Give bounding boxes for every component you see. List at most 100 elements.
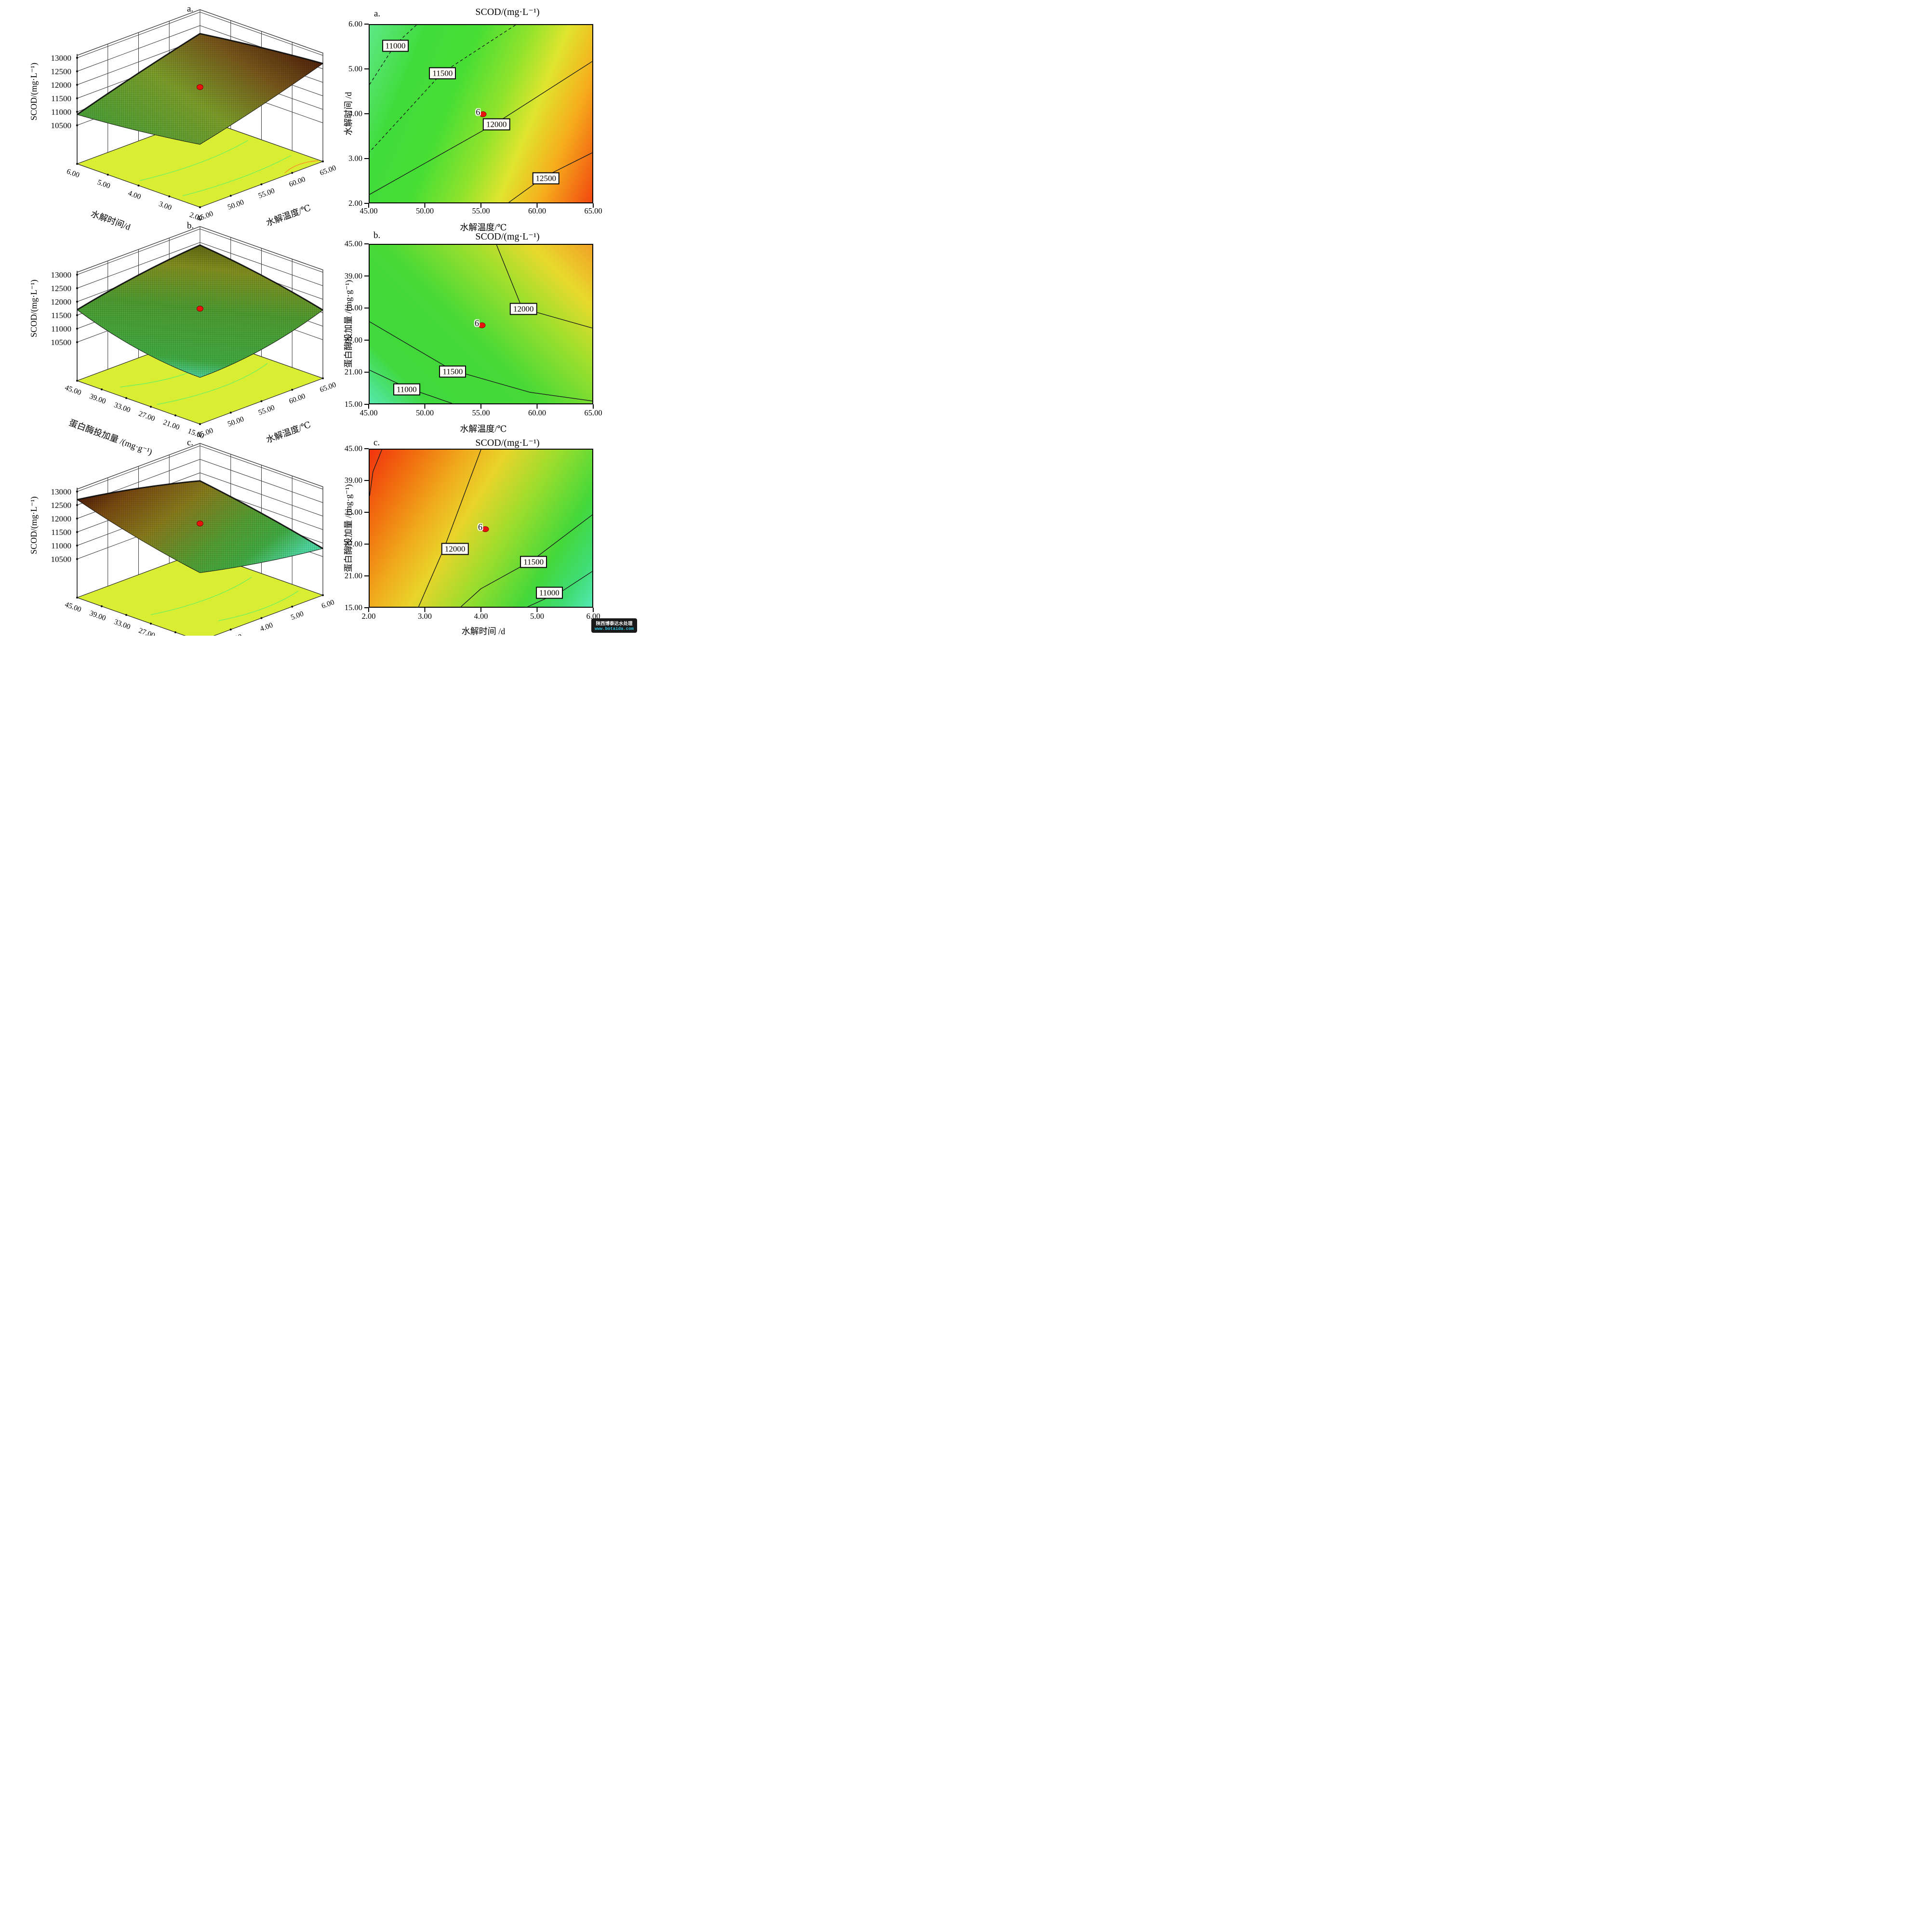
- panel-letter: a.: [374, 9, 381, 19]
- z-tick-label: 12500: [51, 501, 72, 510]
- left-axis-tick-mark: [125, 614, 127, 616]
- panel-letter: c.: [187, 438, 193, 448]
- z-tick-label: 12000: [51, 297, 72, 307]
- panel-3d-a: 13000 12500 12000 11500 11000 10500 SCOD/(mg·L…: [0, 0, 357, 232]
- contour-label-12000: 12000: [483, 118, 510, 131]
- panel-3d-c: 13000 12500 12000 11500 11000 10500 SCOD/(mg·L…: [0, 434, 357, 636]
- x-tick-label: 50.00: [415, 408, 434, 417]
- plot-title: SCOD/(mg·L⁻¹): [475, 231, 540, 242]
- y-axis-title: 蛋白酶投加量 /(mg·g⁻¹): [344, 280, 353, 368]
- floor-contour-line: [150, 576, 252, 615]
- left-axis-tick-mark: [107, 173, 109, 176]
- z-tick-mark: [76, 56, 79, 59]
- plot-title: SCOD/(mg·L⁻¹): [475, 438, 540, 448]
- right-axis-tick-mark: [291, 605, 293, 608]
- floor-contour-line: [157, 363, 268, 405]
- z-tick-mark: [76, 70, 79, 73]
- design-point-label: 6: [475, 318, 479, 328]
- y-tick-label: 39.00: [344, 271, 362, 280]
- y-tick-label: 5.00: [348, 64, 362, 73]
- design-point-label: 6: [478, 522, 482, 532]
- y-tick-label: 2.00: [348, 199, 362, 208]
- left-axis-tick-mark: [168, 195, 171, 198]
- z-tick-mark: [76, 273, 79, 276]
- left-axis-tick-mark: [150, 406, 152, 408]
- contour-line-11500: [460, 514, 592, 607]
- left-axis-tick-label: 3.00: [158, 200, 173, 212]
- right-axis-tick-mark: [322, 594, 324, 596]
- x-tick-label: 45.00: [360, 408, 378, 417]
- right-axis-tick-label: 6.00: [320, 598, 336, 610]
- z-tick-mark: [76, 558, 79, 560]
- right-axis-tick-label: 60.00: [288, 175, 306, 188]
- z-tick-label: 10500: [51, 338, 72, 347]
- left-axis-tick-label: 33.00: [113, 401, 132, 414]
- left-axis-tick-label: 45.00: [64, 600, 82, 614]
- x-tick-label: 5.00: [530, 612, 544, 621]
- y-tick-label: 33.00: [344, 303, 362, 313]
- design-point-dot: [481, 526, 489, 532]
- z-tick-mark: [76, 287, 79, 290]
- right-axis-tick-mark: [322, 160, 324, 162]
- z-tick-mark: [76, 97, 79, 100]
- y-tick-label: 39.00: [344, 476, 362, 485]
- x-tick-label: 45.00: [360, 206, 378, 215]
- left-axis-tick-mark: [125, 397, 127, 399]
- z-axis-title: SCOD/(mg·L⁻¹): [29, 496, 39, 554]
- watermark: 陕西博泰达水处理 www.botaida.com: [591, 618, 637, 633]
- panel-letter: a.: [187, 4, 193, 14]
- x-tick-label: 55.00: [472, 408, 490, 417]
- x-tick-label: 60.00: [528, 408, 546, 417]
- left-axis-tick-mark: [101, 605, 103, 607]
- design-point-dot: [197, 520, 203, 527]
- z-tick-label: 13000: [51, 53, 72, 63]
- z-tick-label: 10500: [51, 121, 72, 130]
- z-tick-mark: [76, 300, 79, 303]
- y-tick-label: 45.00: [344, 239, 362, 248]
- y-tick-label: 27.00: [344, 539, 362, 548]
- right-axis-tick-label: 3.00: [228, 632, 244, 636]
- right-axis-tick-label: 60.00: [288, 392, 306, 405]
- z-tick-label: 10500: [51, 555, 72, 564]
- right-axis-tick-mark: [260, 400, 263, 402]
- watermark-company: 陕西博泰达水处理: [596, 621, 633, 627]
- contour-label-12000: 12000: [509, 303, 537, 315]
- x-tick-label: 50.00: [415, 206, 434, 215]
- right-axis-tick-mark: [229, 412, 232, 414]
- design-point-dot: [479, 111, 487, 117]
- z-tick-label: 12500: [51, 284, 72, 293]
- left-axis-tick-label: 27.00: [137, 410, 156, 423]
- y-tick-label: 15.00: [344, 400, 362, 409]
- y-axis-title: 水解时间 /d: [344, 92, 353, 136]
- y-tick-label: 27.00: [344, 335, 362, 345]
- y-tick-label: 3.00: [348, 154, 362, 163]
- z-axis: [76, 54, 79, 164]
- panel-contour-b: SCOD/(mg·L⁻¹) b. 11000 11500 12000 6 45.00 50.0…: [337, 218, 644, 459]
- left-axis-tick-mark: [150, 623, 152, 625]
- z-tick-label: 12500: [51, 67, 72, 76]
- contour-line-minor: [370, 450, 383, 496]
- left-axis-tick-label: 45.00: [64, 384, 82, 397]
- z-tick-label: 13000: [51, 270, 72, 280]
- left-axis-tick-mark: [137, 185, 140, 187]
- contour-line-12000: [496, 245, 592, 329]
- contour-label-11000: 11000: [535, 587, 563, 599]
- left-axis-tick-label: 21.00: [162, 418, 181, 432]
- z-tick-mark: [76, 341, 79, 344]
- z-tick-label: 12000: [51, 80, 72, 90]
- right-axis-tick-label: 50.00: [227, 415, 245, 428]
- x-tick-label: 60.00: [528, 206, 546, 215]
- left-axis-tick-mark: [174, 414, 176, 416]
- floor-contour-line: [284, 160, 318, 173]
- y-tick-label: 45.00: [344, 444, 362, 453]
- left-axis-tick-label: 5.00: [96, 178, 112, 190]
- design-point-dot: [197, 84, 203, 90]
- z-tick-mark: [76, 124, 79, 127]
- z-tick-mark: [76, 517, 79, 520]
- contour-label-12000: 12000: [441, 543, 469, 555]
- right-axis-tick-label: 50.00: [227, 198, 245, 212]
- left-axis-tick-label: 39.00: [88, 609, 107, 623]
- contour-label-11000: 11000: [382, 40, 409, 52]
- left-axis-tick-label: 4.00: [127, 189, 142, 201]
- y-axis-title: 蛋白酶投加量 /(mg·g⁻¹): [344, 484, 353, 573]
